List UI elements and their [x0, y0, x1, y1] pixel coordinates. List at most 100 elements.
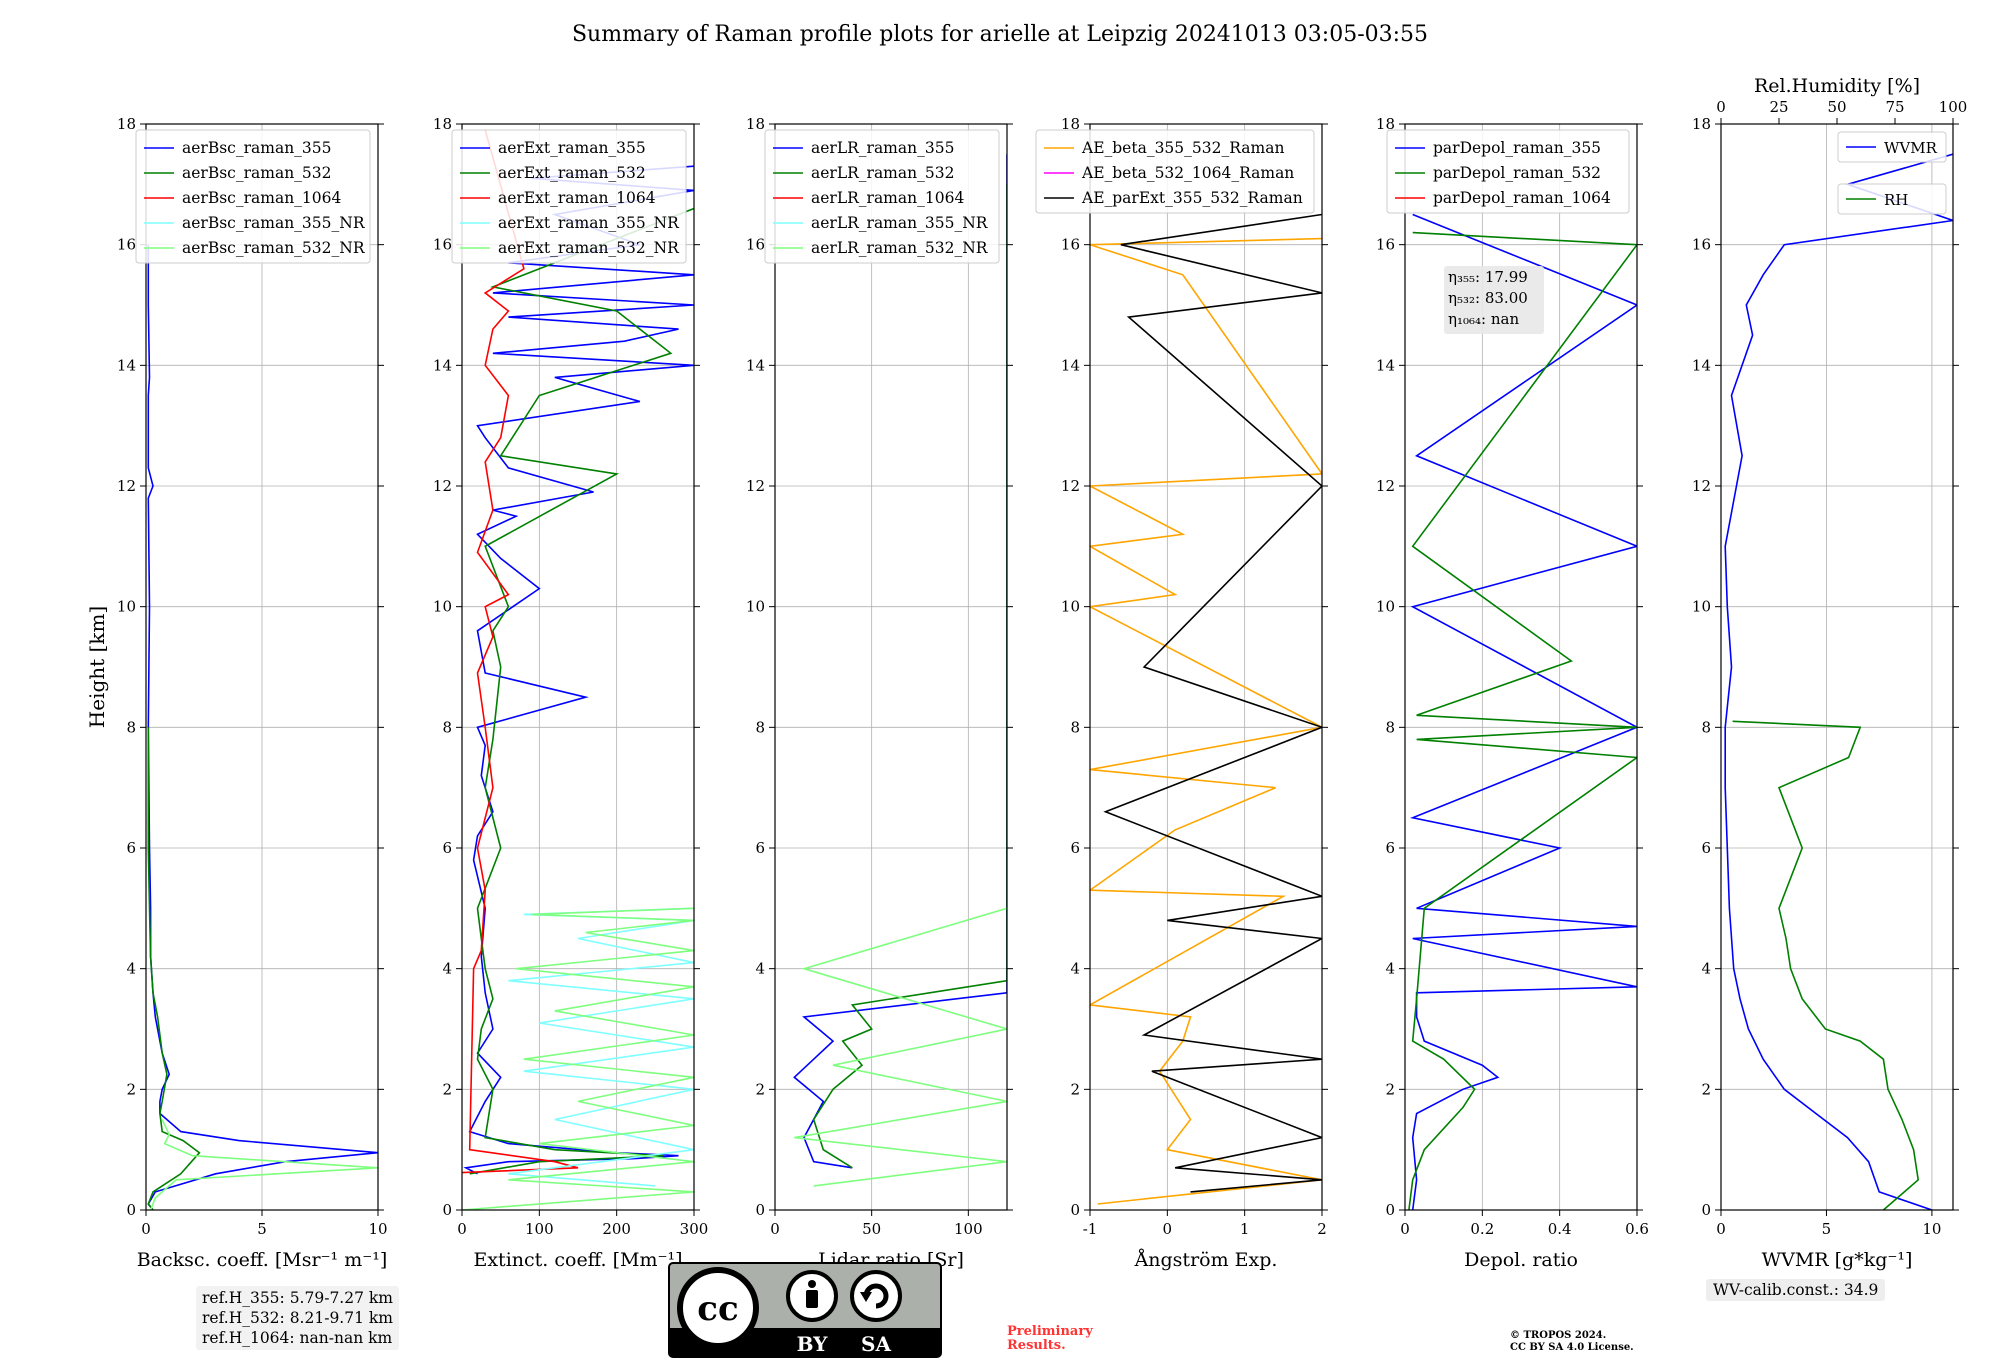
y-tick-label: 12	[746, 477, 765, 495]
y-tick-label: 0	[755, 1201, 765, 1219]
legend-label: aerBsc_raman_532	[182, 164, 332, 182]
legend-label: AE_parExt_355_532_Raman	[1081, 189, 1303, 207]
cc-sa-text: SA	[861, 1332, 891, 1356]
y-tick-label: 4	[126, 960, 136, 978]
series-line-aerBsc_raman_355	[147, 244, 378, 1210]
series-line-parDepol_raman_355	[1409, 213, 1637, 1210]
x-tick-label: 0.4	[1548, 1220, 1572, 1238]
y-tick-label: 10	[1376, 598, 1395, 616]
figure-title: Summary of Raman profile plots for ariel…	[571, 22, 1429, 47]
legend-label: aerLR_raman_1064	[811, 189, 964, 207]
y-tick-label: 0	[1701, 1201, 1711, 1219]
x-tick-label: 100	[954, 1220, 983, 1238]
y-tick-label: 6	[1385, 839, 1395, 857]
panel-5: 0 2 4 6 8 10 12 14 16 18 0 0.2 0.4 0.6 Depol. ratio par…	[1376, 115, 1649, 1271]
y-tick-label: 16	[117, 236, 136, 254]
y-tick-label: 12	[433, 477, 452, 495]
y-tick-label: 4	[1701, 960, 1711, 978]
y-tick-label: 18	[1692, 115, 1711, 133]
x-tick-label: 10	[368, 1220, 387, 1238]
y-tick-label: 16	[1376, 236, 1395, 254]
x2-tick-label: 0	[1716, 98, 1726, 116]
y-tick-label: 6	[1701, 839, 1711, 857]
preliminary-line-2: Results.	[1007, 1338, 1066, 1353]
y-axis-label: Height [km]	[85, 606, 109, 728]
x-tick-label: 0	[1400, 1220, 1410, 1238]
y-tick-label: 10	[1692, 598, 1711, 616]
x-tick-label: 0.6	[1625, 1220, 1649, 1238]
y-tick-label: 8	[442, 718, 452, 736]
cc-by-sa-logo: cc BY SA	[668, 1262, 942, 1358]
series-line-RH	[1732, 720, 1920, 1210]
x-tick-label: 0	[141, 1220, 151, 1238]
y-tick-label: 18	[746, 115, 765, 133]
legend-label: aerLR_raman_355	[811, 139, 954, 157]
y-tick-label: 8	[1385, 718, 1395, 736]
y-tick-label: 12	[1692, 477, 1711, 495]
series-line-WVMR	[1724, 153, 1953, 1210]
y-tick-label: 8	[126, 718, 136, 736]
x-tick-label: -1	[1083, 1220, 1098, 1238]
y-tick-label: 12	[1061, 477, 1080, 495]
panel-1: 0 2 4 6 8 10 12 14 16 18 0 5 10 Backsc. coeff. [Msr⁻¹…	[117, 115, 388, 1271]
annotation-text: η₃₅₅: 17.99	[1448, 268, 1528, 286]
y-tick-label: 10	[746, 598, 765, 616]
y-tick-label: 4	[442, 960, 452, 978]
x-tick-label: 0	[1163, 1220, 1173, 1238]
legend-label: AE_beta_532_1064_Raman	[1081, 164, 1294, 182]
x-tick-label: 0	[457, 1220, 467, 1238]
x-tick-label: 5	[1822, 1220, 1832, 1238]
series-line-aerExt_raman_532_NR	[462, 907, 694, 1210]
x2-tick-label: 75	[1885, 98, 1904, 116]
y-tick-label: 14	[1692, 356, 1711, 374]
legend-label: aerExt_raman_532	[498, 164, 646, 182]
y-tick-label: 12	[1376, 477, 1395, 495]
x-tick-label: 2	[1317, 1220, 1327, 1238]
y-tick-label: 6	[442, 839, 452, 857]
legend-label: aerExt_raman_532_NR	[498, 239, 680, 257]
x-tick-label: 300	[680, 1220, 709, 1238]
legend-box	[1386, 129, 1630, 214]
preliminary-line-1: Preliminary	[1007, 1324, 1093, 1339]
series-line-aerExt_raman_355_NR	[508, 907, 694, 1187]
ref-height-355: ref.H_355: 5.79-7.27 km	[202, 1289, 393, 1307]
y-tick-label: 16	[433, 236, 452, 254]
legend-label: parDepol_raman_532	[1433, 164, 1601, 182]
y-tick-label: 18	[433, 115, 452, 133]
y-tick-label: 6	[126, 839, 136, 857]
legend-label: aerExt_raman_355_NR	[498, 214, 680, 232]
series-group	[1724, 153, 1953, 1210]
y-tick-label: 14	[433, 356, 452, 374]
y-tick-label: 14	[746, 356, 765, 374]
y-tick-label: 16	[1692, 236, 1711, 254]
y-tick-label: 4	[755, 960, 765, 978]
y-tick-label: 14	[117, 356, 136, 374]
copyright-line-1: © TROPOS 2024.	[1510, 1330, 1607, 1341]
legend-label: aerLR_raman_532	[811, 164, 954, 182]
panel-2: 0 2 4 6 8 10 12 14 16 18 0 100 200 300 Extinct. coeff.…	[433, 115, 708, 1271]
y-tick-label: 2	[442, 1080, 452, 1098]
legend-label: aerBsc_raman_355_NR	[182, 214, 366, 232]
legend-label: aerExt_raman_1064	[498, 189, 656, 207]
copyright-note: © TROPOS 2024. CC BY SA 4.0 License.	[1510, 1330, 1634, 1354]
series-line-AE_beta_355_532_Raman	[1090, 237, 1322, 1205]
x-axis-label: Ångström Exp.	[1134, 1249, 1278, 1271]
series-line-AE_parExt_355_532_Raman	[1103, 213, 1322, 1193]
copyright-line-2: CC BY SA 4.0 License.	[1510, 1342, 1634, 1353]
legend-box	[1837, 183, 1947, 215]
y-tick-label: 10	[1061, 598, 1080, 616]
legend-label: aerBsc_raman_532_NR	[182, 239, 366, 257]
x-tick-label: 100	[525, 1220, 554, 1238]
x-tick-label: 0	[1716, 1220, 1726, 1238]
y-tick-label: 16	[746, 236, 765, 254]
legend-label: WVMR	[1884, 139, 1938, 157]
y-tick-label: 0	[126, 1201, 136, 1219]
y-tick-label: 4	[1385, 960, 1395, 978]
y-tick-label: 8	[1701, 718, 1711, 736]
panel-6: 0 2 4 6 8 10 12 14 16 18 0 5 10 WVMR [g*kg⁻¹] 0 25 50 75 1…	[1692, 75, 1967, 1271]
panel-frame	[461, 123, 695, 1211]
y-tick-label: 14	[1061, 356, 1080, 374]
